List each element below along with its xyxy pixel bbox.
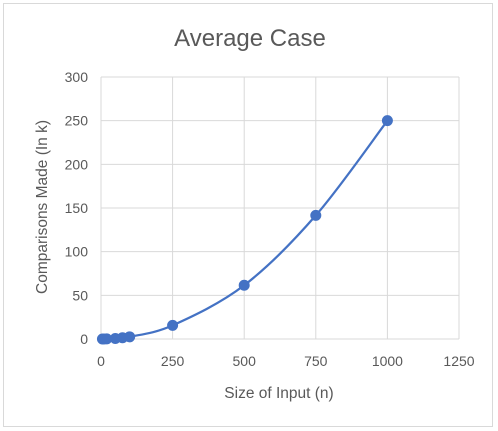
- y-tick-label: 0: [80, 331, 88, 347]
- data-point: [310, 209, 322, 221]
- y-tick-label: 50: [72, 287, 88, 303]
- series-line: [102, 119, 389, 341]
- data-point: [167, 319, 179, 331]
- y-axis-ticks: 0 50 100 150 200 250 300: [65, 69, 89, 347]
- x-tick-label: 250: [161, 353, 185, 369]
- y-axis-label: Comparisons Made (In k): [34, 120, 51, 294]
- y-tick-label: 300: [65, 69, 89, 85]
- chart-title: Average Case: [174, 25, 326, 52]
- x-axis-ticks: 0 250 500 750 1000 1250: [97, 353, 475, 369]
- x-tick-label: 0: [97, 353, 105, 369]
- chart-frame: [3, 3, 493, 427]
- y-tick-label: 150: [65, 200, 89, 216]
- data-point: [238, 279, 250, 291]
- x-tick-label: 1250: [443, 353, 474, 369]
- data-points: [96, 115, 393, 345]
- y-tick-label: 200: [65, 156, 89, 172]
- data-point: [381, 115, 393, 127]
- x-tick-label: 750: [304, 353, 328, 369]
- data-point: [124, 331, 136, 343]
- gridlines: [100, 76, 460, 340]
- x-tick-label: 1000: [372, 353, 403, 369]
- x-tick-label: 500: [233, 353, 257, 369]
- y-tick-label: 250: [65, 113, 89, 129]
- y-tick-label: 100: [65, 244, 89, 260]
- x-axis-label: Size of Input (n): [224, 385, 333, 402]
